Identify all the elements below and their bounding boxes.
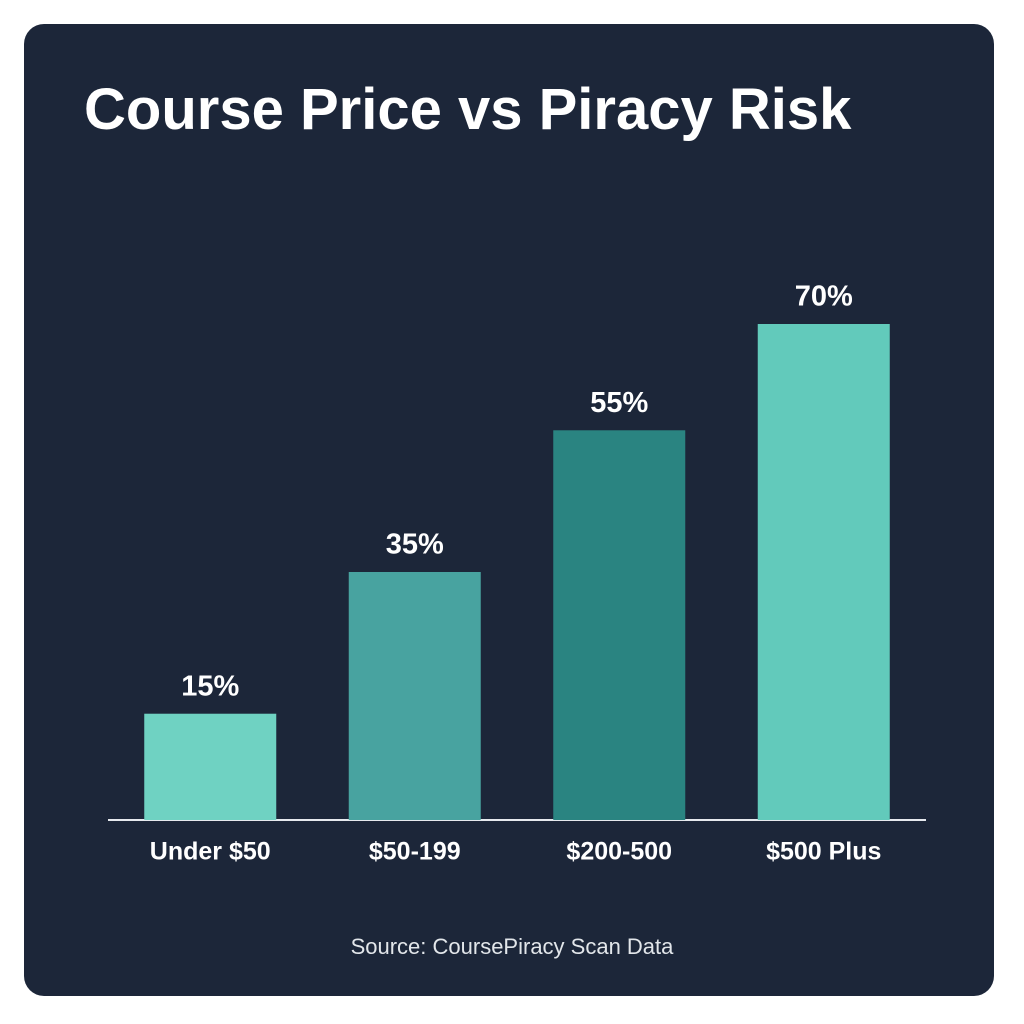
x-tick-label: Under $50	[150, 838, 271, 866]
chart-title: Course Price vs Piracy Risk	[84, 77, 852, 142]
chart: Source: CoursePiracy Scan Data 15% Under …	[108, 281, 926, 959]
x-tick-label: $500 Plus	[766, 838, 881, 866]
chart-panel: Course Price vs Piracy Risk Source: Cour…	[24, 24, 994, 996]
value-label: 55%	[590, 387, 648, 419]
bar	[553, 430, 686, 820]
bar	[144, 713, 277, 820]
value-label: 70%	[795, 281, 853, 313]
value-label: 15%	[181, 670, 239, 702]
bar	[348, 572, 481, 820]
bar	[757, 324, 890, 820]
x-tick-label: $50-199	[369, 838, 461, 866]
source-note: Source: CoursePiracy Scan Data	[351, 934, 675, 959]
x-tick-label: $200-500	[566, 838, 672, 866]
value-label: 35%	[386, 529, 444, 561]
